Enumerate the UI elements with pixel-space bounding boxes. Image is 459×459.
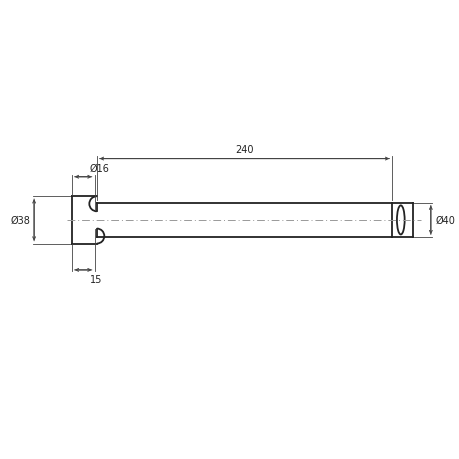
Text: 240: 240 [235,145,253,155]
Text: 15: 15 [90,274,102,284]
Text: Ø40: Ø40 [434,215,454,225]
Text: Ø16: Ø16 [90,164,110,174]
Text: Ø38: Ø38 [11,215,30,225]
